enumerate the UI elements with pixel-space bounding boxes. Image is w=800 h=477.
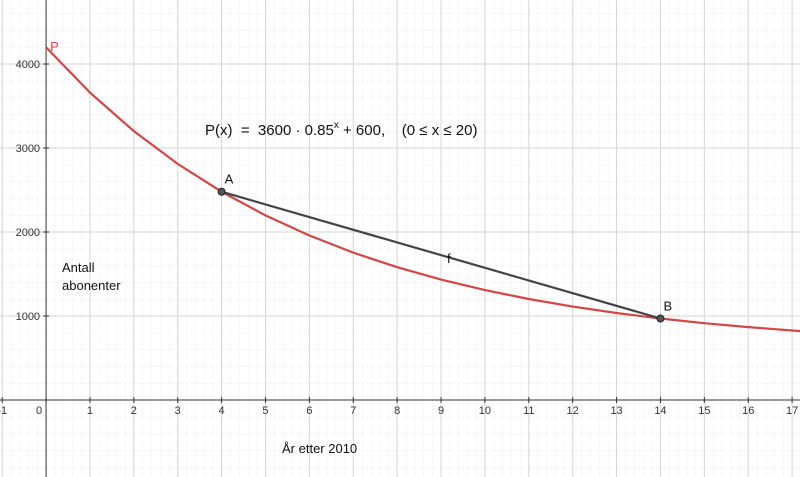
- point-label: B: [663, 299, 672, 314]
- x-tick-label: 5: [262, 405, 268, 417]
- x-tick-label: 12: [567, 405, 579, 417]
- curve: [45, 46, 800, 333]
- x-tick-label: 13: [610, 405, 622, 417]
- segment: [221, 190, 661, 320]
- y-axis-label: Antall: [62, 260, 95, 275]
- y-tick-label: 1000: [16, 311, 40, 323]
- x-tick-label: 1: [87, 405, 93, 417]
- x-tick-label: 10: [479, 405, 491, 417]
- x-tick-label: 2: [131, 405, 137, 417]
- segment-label: f: [447, 251, 451, 266]
- x-tick-label: 6: [306, 405, 312, 417]
- formula-rest: + 600, (0 ≤ x ≤ 20): [339, 122, 478, 139]
- curve-label: P: [50, 39, 59, 54]
- x-tick-label: 11: [523, 405, 534, 417]
- y-tick-label: 3000: [16, 143, 40, 155]
- x-tick-label: 0: [36, 405, 42, 417]
- y-tick-label: 2000: [16, 227, 40, 239]
- x-tick-label: 7: [350, 405, 356, 417]
- x-tick-label: -1: [0, 405, 7, 417]
- point: [656, 314, 665, 323]
- formula-exponent: x: [334, 120, 339, 131]
- x-tick-label: 9: [438, 405, 444, 417]
- formula-base: P(x) = 3600 · 0.85: [205, 122, 334, 139]
- formula: P(x) = 3600 · 0.85x + 600, (0 ≤ x ≤ 20): [205, 120, 477, 139]
- x-tick-label: 4: [219, 405, 225, 417]
- point-label: A: [225, 172, 234, 187]
- x-tick-label: 8: [394, 405, 400, 417]
- y-tick-label: 4000: [16, 59, 40, 71]
- x-axis-label: År etter 2010: [282, 441, 357, 456]
- x-tick-label: 14: [654, 405, 666, 417]
- point: [217, 187, 226, 196]
- x-tick-label: 3: [175, 405, 181, 417]
- x-tick-label: 16: [742, 405, 754, 417]
- y-axis-label: abonenter: [62, 278, 121, 293]
- x-tick-label: 15: [698, 405, 710, 417]
- x-tick-label: 17: [786, 405, 798, 417]
